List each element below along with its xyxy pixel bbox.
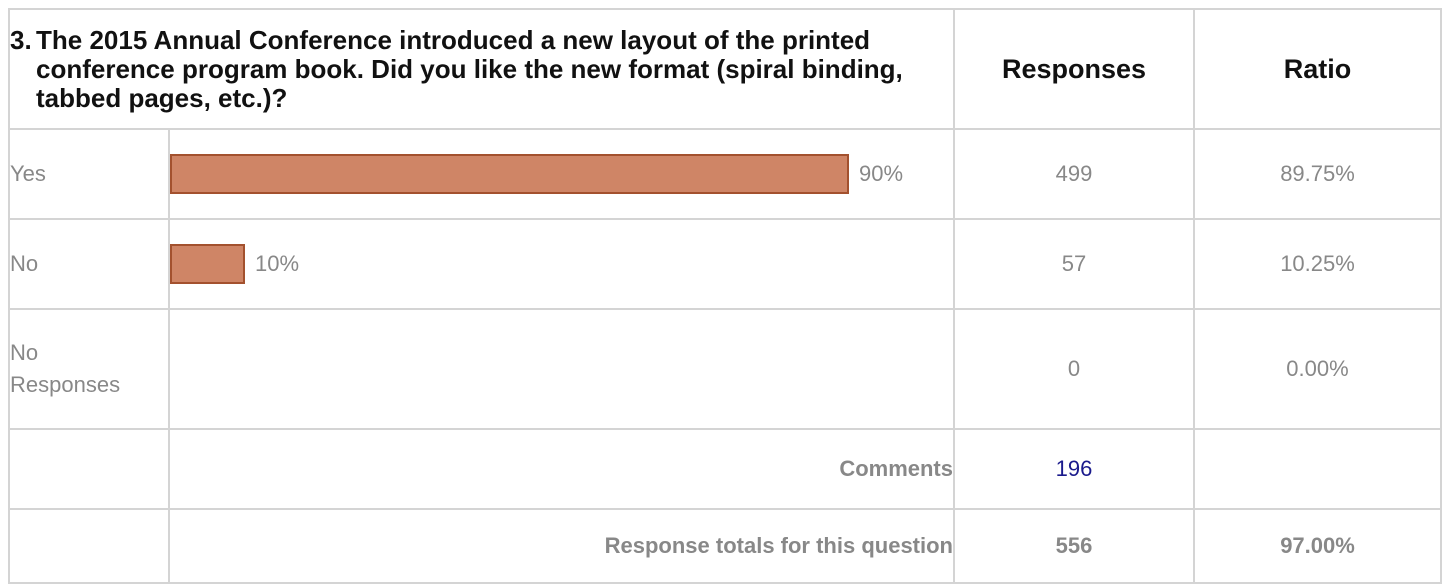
responses-value: 0 — [953, 308, 1195, 430]
question-text: The 2015 Annual Conference introduced a … — [36, 24, 903, 113]
comments-label: Comments — [168, 428, 955, 510]
totals-responses: 556 — [953, 508, 1195, 584]
option-label: Yes — [8, 128, 170, 220]
bar-yes — [170, 154, 849, 194]
survey-results-table: 3. The 2015 Annual Conference introduced… — [8, 8, 1442, 584]
ratio-value: 0.00% — [1193, 308, 1442, 430]
bar-track — [170, 244, 245, 284]
totals-ratio: 97.00% — [1193, 508, 1442, 584]
bar-cell: 90% — [168, 128, 955, 220]
ratio-value: 10.25% — [1193, 218, 1442, 310]
totals-label: Response totals for this question — [168, 508, 955, 584]
bar-cell: 10% — [168, 218, 955, 310]
no-responses-label-line1: No — [10, 340, 39, 365]
responses-value: 499 — [953, 128, 1195, 220]
bar-value-label: 90% — [859, 161, 904, 186]
header-row: 3. The 2015 Annual Conference introduced… — [8, 8, 1442, 130]
option-row-no: No 10% 57 10.25% — [8, 218, 1442, 310]
option-label: No Responses — [8, 308, 170, 430]
comments-count-link[interactable]: 196 — [953, 428, 1195, 510]
responses-value: 57 — [953, 218, 1195, 310]
comments-row: Comments 196 — [8, 428, 1442, 510]
bar-track — [170, 154, 849, 194]
question-title: 3. The 2015 Annual Conference introduced… — [8, 8, 955, 130]
empty-cell — [8, 428, 170, 510]
option-row-yes: Yes 90% 499 89.75% — [8, 128, 1442, 220]
bar-value-label: 10% — [255, 251, 300, 276]
empty-cell — [1193, 428, 1442, 510]
ratio-header: Ratio — [1193, 8, 1442, 130]
bar-no — [170, 244, 245, 284]
no-responses-label-line2: Responses — [10, 372, 121, 397]
ratio-value: 89.75% — [1193, 128, 1442, 220]
responses-header: Responses — [953, 8, 1195, 130]
bar-cell-empty — [168, 308, 955, 430]
empty-cell — [8, 508, 170, 584]
question-number: 3. — [10, 24, 32, 55]
no-responses-row: No Responses 0 0.00% — [8, 308, 1442, 430]
totals-row: Response totals for this question 556 97… — [8, 508, 1442, 584]
option-label: No — [8, 218, 170, 310]
